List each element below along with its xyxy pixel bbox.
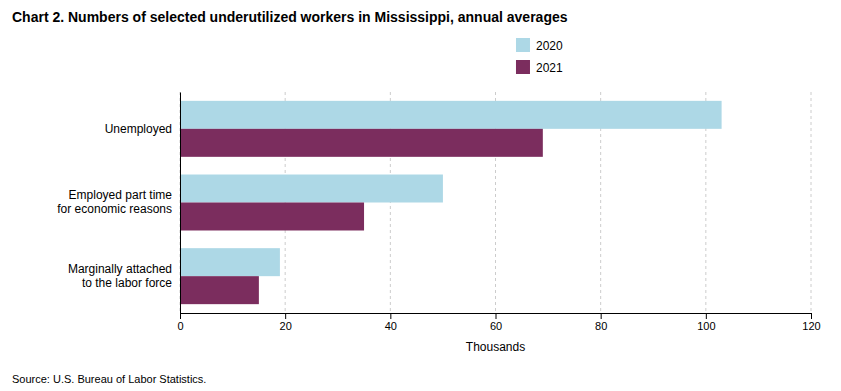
x-tick-mark: [496, 313, 497, 319]
x-axis-line: [181, 314, 812, 320]
x-axis-title: Thousands: [466, 340, 525, 354]
series-0: [180, 101, 722, 276]
x-tick-mark: [811, 313, 812, 319]
plot-area: 0 20 40 60 80 100 120 Thousands Unemployed Employ…: [57, 92, 820, 354]
legend-label: 2021: [536, 61, 563, 75]
source-note: Source: U.S. Bureau of Labor Statistics.: [12, 373, 206, 385]
x-tick: 60: [490, 313, 502, 332]
bar: [180, 101, 722, 129]
legend-swatch: [516, 38, 530, 52]
x-tick-label: 60: [490, 320, 502, 332]
x-tick: 20: [280, 313, 292, 332]
legend-item: 2020: [516, 38, 563, 53]
x-tick: 100: [697, 313, 715, 332]
x-tick: 120: [802, 313, 820, 332]
legend-swatch: [516, 60, 530, 74]
x-tick: 80: [595, 313, 607, 332]
x-tick-mark: [180, 313, 181, 319]
bar: [180, 203, 364, 231]
y-tick: Unemployed: [105, 122, 180, 136]
y-tick-label: Unemployed: [105, 122, 172, 136]
legend-label: 2020: [536, 39, 563, 53]
x-axis: 0 20 40 60 80 100 120: [177, 313, 820, 332]
bar: [180, 248, 280, 276]
bar: [180, 175, 443, 203]
x-tick-label: 80: [595, 320, 607, 332]
legend: 2020 2021: [516, 38, 563, 75]
y-tick-label-line: Marginally attached: [68, 262, 172, 276]
y-tick-label: Marginally attachedto the labor force: [68, 262, 172, 290]
y-axis: Unemployed Employed part timefor economic…: [57, 93, 180, 314]
y-axis-line: [180, 93, 181, 314]
grid-line: [811, 92, 812, 313]
x-tick-label: 120: [802, 320, 820, 332]
x-tick-mark: [601, 313, 602, 319]
y-tick-label-line: Unemployed: [105, 122, 172, 136]
x-tick-label: 100: [697, 320, 715, 332]
grid-line: [180, 92, 181, 313]
x-tick: 40: [385, 313, 397, 332]
x-tick-mark: [390, 313, 391, 319]
bar: [180, 276, 259, 304]
y-tick: Employed part timefor economic reasons: [57, 188, 180, 216]
y-tick-label-line: for economic reasons: [57, 202, 172, 216]
grid: [180, 92, 811, 313]
y-tick-label-line: to the labor force: [82, 276, 172, 290]
bar: [180, 129, 543, 157]
chart-container: Chart 2. Numbers of selected underutiliz…: [0, 0, 841, 391]
y-tick-label: Employed part timefor economic reasons: [57, 188, 172, 216]
x-tick-label: 20: [280, 320, 292, 332]
y-tick-label-line: Employed part time: [69, 188, 173, 202]
series-1: [180, 129, 543, 304]
chart-svg: Chart 2. Numbers of selected underutiliz…: [0, 0, 841, 391]
bars: [180, 101, 722, 304]
title: Chart 2. Numbers of selected underutiliz…: [12, 9, 568, 25]
x-tick-label: 40: [385, 320, 397, 332]
x-tick-mark: [285, 313, 286, 319]
x-tick-label: 0: [177, 320, 183, 332]
background: [0, 0, 841, 391]
legend-item: 2021: [516, 60, 563, 75]
x-tick: 0: [177, 313, 183, 332]
x-tick-mark: [706, 313, 707, 319]
y-tick: Marginally attachedto the labor force: [68, 262, 180, 290]
